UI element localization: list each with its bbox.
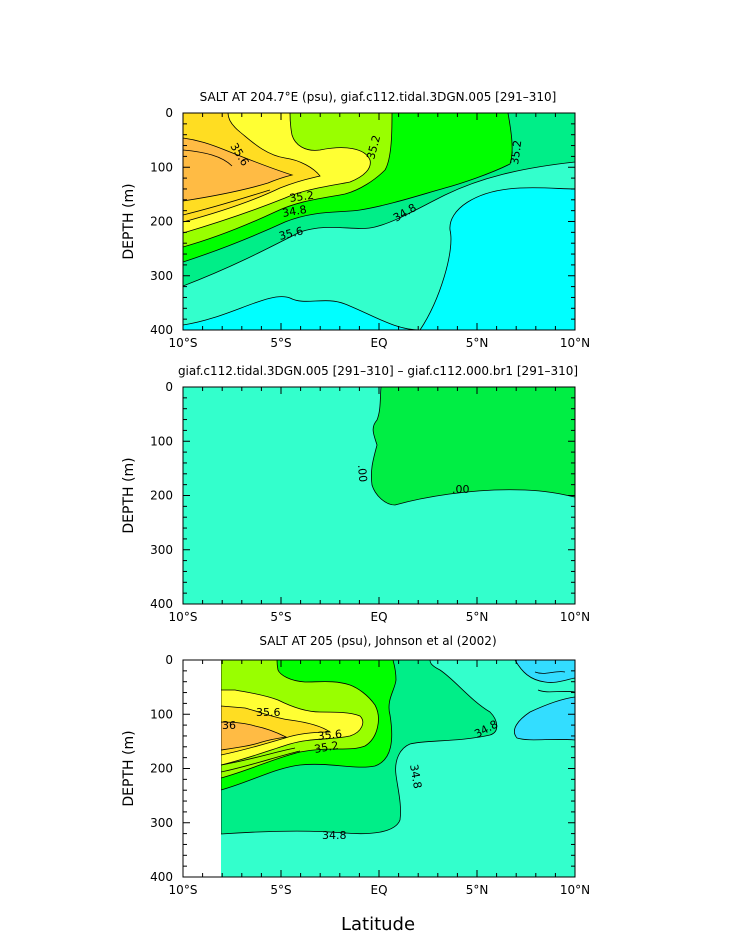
x-tick-label: 10°S (169, 883, 198, 897)
p2-clbl-2: .00 (452, 483, 470, 496)
y-tick-label: 200 (150, 215, 173, 229)
p1-core-lines (183, 149, 271, 216)
y-tick-label: 0 (165, 653, 173, 667)
y-tick-label: 400 (150, 870, 173, 884)
y-tick-label: 400 (150, 597, 173, 611)
y-tick-label: 100 (150, 707, 173, 721)
x-tick-label: 10°S (169, 336, 198, 350)
p3-clbl-1: 35.6 (256, 706, 281, 719)
panel-2-axes: 10°S 5°S EQ 5°N 10°N 0 100 200 300 400 DEPTH (m) (121, 380, 590, 624)
panel-3: SALT AT 205 (psu), Johnson et al (2002) … (121, 634, 590, 935)
x-tick-label: 10°N (560, 336, 590, 350)
x-axis-label: Latitude (341, 914, 415, 935)
x-tick-label: 5°N (466, 610, 489, 624)
y-axis-label: DEPTH (m) (121, 183, 137, 259)
y-tick-label: 400 (150, 323, 173, 337)
x-tick-label: 5°S (270, 336, 291, 350)
p1-clbl-3: 34.8 (281, 203, 307, 220)
y-tick-label: 300 (150, 269, 173, 283)
panel-1-axes: 10°S 5°S EQ 5°N 10°N 0 100 200 300 400 DEPTH (m) (121, 106, 590, 350)
p3-clbl-6: 34.8 (407, 763, 424, 789)
panel-1-contours (183, 113, 575, 330)
y-axis-label: DEPTH (m) (121, 457, 137, 533)
x-tick-label: 5°N (466, 336, 489, 350)
p3-clbl-2: 36 (222, 719, 236, 732)
panel-2: giaf.c112.tidal.3DGN.005 [291–310] – gia… (121, 364, 590, 624)
p3-clbl-7: 34.8 (322, 829, 347, 842)
panel-2-title: giaf.c112.tidal.3DGN.005 [291–310] – gia… (178, 364, 578, 378)
y-tick-label: 300 (150, 543, 173, 557)
x-tick-label: EQ (370, 883, 387, 897)
p3-clbl-4: 35.2 (313, 739, 339, 756)
p2-band-positive (370, 387, 575, 506)
panel-3-title: SALT AT 205 (psu), Johnson et al (2002) (259, 634, 496, 648)
p3-band-low-2 (513, 696, 575, 741)
panel-3-contour-labels: 35.6 36 35.6 35.2 34.8 34.8 34.8 (222, 706, 500, 842)
y-tick-label: 0 (165, 380, 173, 394)
y-tick-label: 100 (150, 160, 173, 174)
x-tick-label: 10°N (560, 883, 590, 897)
panel-1-title: SALT AT 204.7°E (psu), giaf.c112.tidal.3… (200, 90, 557, 104)
y-tick-label: 300 (150, 816, 173, 830)
p1-clbl-5: 35.2 (364, 134, 383, 161)
p1-clbl-7: 35.2 (508, 139, 524, 165)
panel-2-contour-labels: .00 .00 (355, 464, 469, 496)
p3-band-36.0 (221, 721, 288, 751)
panel-1: SALT AT 204.7°E (psu), giaf.c112.tidal.3… (121, 90, 590, 350)
y-axis-label: DEPTH (m) (121, 730, 137, 806)
p1-clbl-2: 35.2 (289, 189, 315, 205)
y-tick-label: 100 (150, 434, 173, 448)
p3-band-low (514, 660, 575, 683)
x-tick-label: 5°N (466, 883, 489, 897)
p3-clbl-3: 35.6 (317, 727, 343, 742)
panel-3-axes: 10°S 5°S EQ 5°N 10°N 0 100 200 300 400 DEPTH (m) (121, 653, 590, 897)
x-tick-label: 10°N (560, 610, 590, 624)
panel-2-contours (183, 387, 575, 604)
x-tick-label: 10°S (169, 610, 198, 624)
panel-3-contours (221, 660, 575, 877)
p1-band-36.0 (183, 137, 294, 202)
x-tick-label: 5°S (270, 883, 291, 897)
p3-extra-lines (221, 671, 575, 773)
y-tick-label: 0 (165, 106, 173, 120)
x-tick-label: EQ (370, 336, 387, 350)
x-tick-label: 5°S (270, 610, 291, 624)
y-tick-label: 200 (150, 489, 173, 503)
p1-clbl-4: 35.6 (278, 224, 305, 243)
p2-clbl-1: .00 (355, 464, 369, 483)
x-tick-label: EQ (370, 610, 387, 624)
y-tick-label: 200 (150, 762, 173, 776)
